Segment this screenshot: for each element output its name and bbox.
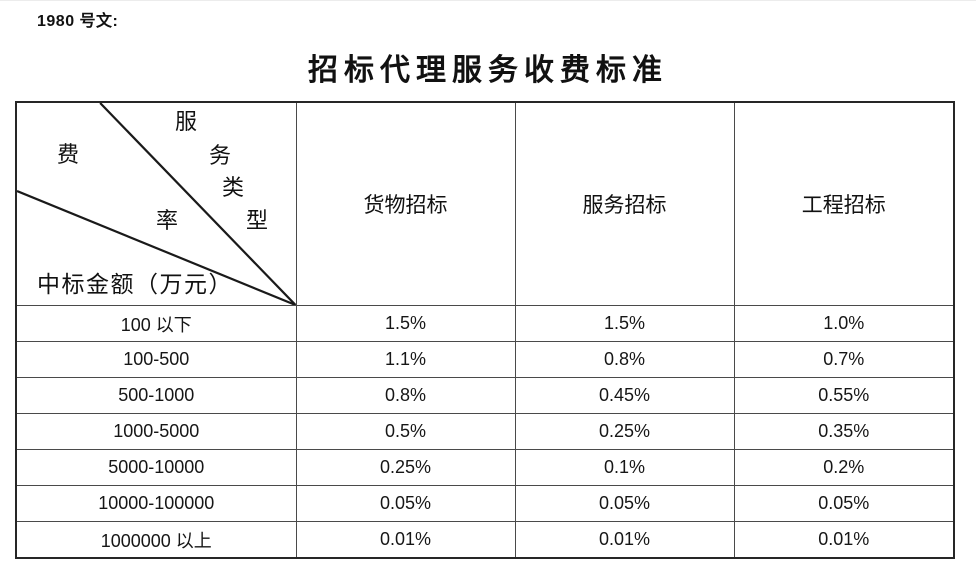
corner-label-fee-rate-char: 费 (57, 142, 80, 167)
diagonal-divider-lines (17, 103, 295, 305)
rate-goods-cell: 1.5% (295, 305, 516, 342)
page-title: 招标代理服务收费标准 (308, 54, 668, 87)
rate-services-cell: 0.01% (514, 521, 735, 559)
rate-services-cell: 1.5% (514, 305, 735, 342)
rate-engineering-cell: 0.01% (733, 521, 955, 559)
rate-goods-cell: 0.5% (295, 413, 516, 450)
rate-services-cell: 0.05% (514, 485, 735, 522)
table-row: 100 以下 1.5% 1.5% 1.0% (15, 305, 955, 342)
amount-range-cell: 100 以下 (15, 305, 297, 342)
rate-services-cell: 0.1% (514, 449, 735, 486)
rate-engineering-cell: 0.7% (733, 341, 955, 378)
amount-range-cell: 10000-100000 (15, 485, 297, 522)
table-row: 1000-5000 0.5% 0.25% 0.35% (15, 413, 955, 450)
corner-label-service-type-char: 务 (209, 143, 232, 168)
rate-engineering-cell: 0.05% (733, 485, 955, 522)
rate-goods-cell: 1.1% (295, 341, 516, 378)
rate-services-cell: 0.25% (514, 413, 735, 450)
column-header-goods: 货物招标 (295, 101, 516, 306)
rate-goods-cell: 0.25% (295, 449, 516, 486)
amount-range-cell: 500-1000 (15, 377, 297, 414)
fee-standard-table: 服 务 类 型 费 率 中标金额（万元） 货物招标 服务招标 工程招标 100 … (15, 101, 955, 559)
doc-number-heading: 1980 号文: (37, 13, 119, 30)
corner-label-service-type-char: 型 (246, 208, 269, 233)
table-row: 500-1000 0.8% 0.45% 0.55% (15, 377, 955, 414)
table-row: 100-500 1.1% 0.8% 0.7% (15, 341, 955, 378)
amount-range-cell: 100-500 (15, 341, 297, 378)
corner-label-bid-amount: 中标金额（万元） (37, 272, 233, 297)
diagonal-corner-cell: 服 务 类 型 费 率 中标金额（万元） (15, 101, 297, 306)
corner-label-service-type-char: 类 (222, 175, 245, 200)
amount-range-cell: 1000-5000 (15, 413, 297, 450)
table-row: 10000-100000 0.05% 0.05% 0.05% (15, 485, 955, 522)
rate-goods-cell: 0.05% (295, 485, 516, 522)
column-header-services: 服务招标 (514, 101, 735, 306)
rate-goods-cell: 0.8% (295, 377, 516, 414)
table-row: 1000000 以上 0.01% 0.01% 0.01% (15, 521, 955, 559)
amount-range-cell: 1000000 以上 (15, 521, 297, 559)
rate-engineering-cell: 0.35% (733, 413, 955, 450)
corner-label-service-type-char: 服 (175, 109, 198, 134)
rate-engineering-cell: 0.2% (733, 449, 955, 486)
rate-goods-cell: 0.01% (295, 521, 516, 559)
rate-engineering-cell: 0.55% (733, 377, 955, 414)
amount-range-cell: 5000-10000 (15, 449, 297, 486)
table-row: 5000-10000 0.25% 0.1% 0.2% (15, 449, 955, 486)
table-header-row: 服 务 类 型 费 率 中标金额（万元） 货物招标 服务招标 工程招标 (15, 101, 955, 306)
corner-label-fee-rate-char: 率 (156, 208, 179, 233)
rate-services-cell: 0.45% (514, 377, 735, 414)
rate-engineering-cell: 1.0% (733, 305, 955, 342)
rate-services-cell: 0.8% (514, 341, 735, 378)
column-header-engineering: 工程招标 (733, 101, 955, 306)
